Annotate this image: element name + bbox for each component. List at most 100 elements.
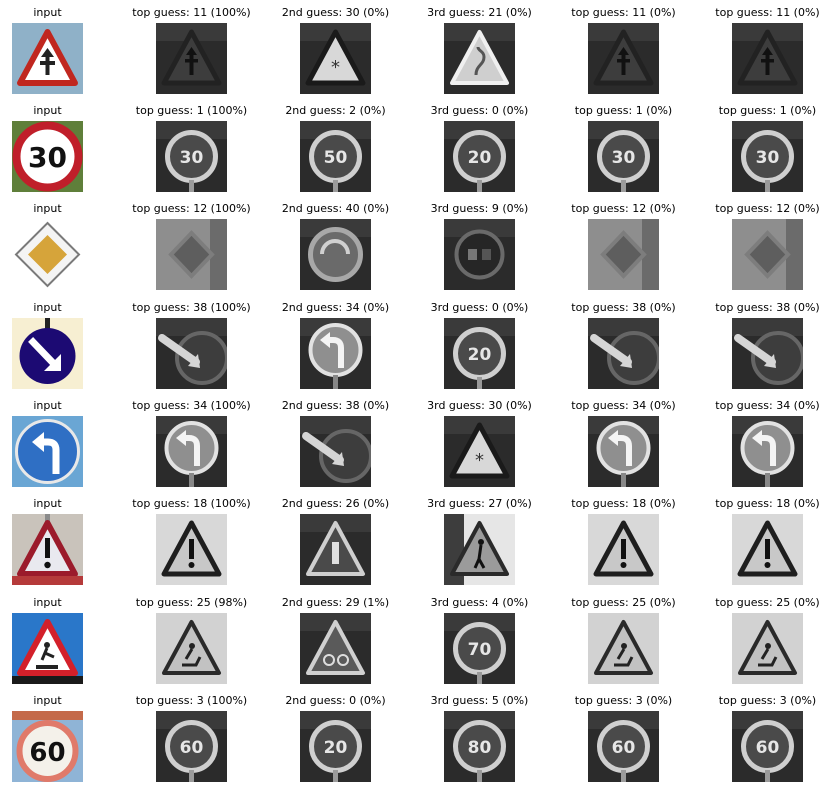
guess-title: top guess: 38 (0%) — [715, 301, 820, 314]
guess-title: 3rd guess: 30 (0%) — [427, 399, 532, 412]
guess-image — [300, 416, 371, 487]
guess-image: * — [300, 23, 371, 94]
input-title: input — [33, 202, 62, 215]
guess-title: top guess: 25 (98%) — [135, 596, 248, 609]
input-cell: input — [0, 202, 119, 294]
guess-cell: top guess: 11 (100%) — [120, 6, 263, 98]
guess-image: 60 — [732, 711, 803, 782]
input-image: 60 — [12, 711, 83, 782]
input-title: input — [33, 399, 62, 412]
guess-cell: 2nd guess: 40 (0%) — [264, 202, 407, 294]
guess-cell: 3rd guess: 0 (0%) 20 — [408, 301, 551, 393]
guess-title: 3rd guess: 4 (0%) — [430, 596, 529, 609]
svg-text:20: 20 — [468, 148, 492, 168]
svg-text:30: 30 — [756, 148, 780, 168]
guess-cell: top guess: 3 (0%) 60 — [552, 694, 695, 786]
guess-cell: 3rd guess: 4 (0%) 70 — [408, 596, 551, 688]
guess-cell: 3rd guess: 27 (0%) — [408, 497, 551, 589]
input-cell: input — [0, 6, 119, 98]
guess-image — [588, 514, 659, 585]
guess-title: top guess: 25 (0%) — [715, 596, 820, 609]
guess-title: 2nd guess: 29 (1%) — [281, 596, 390, 609]
guess-title: top guess: 38 (0%) — [571, 301, 676, 314]
guess-image: 30 — [732, 121, 803, 192]
guess-image — [732, 514, 803, 585]
guess-image — [588, 219, 659, 290]
guess-image: 20 — [300, 711, 371, 782]
guess-cell: 3rd guess: 5 (0%) 80 — [408, 694, 551, 786]
guess-title: top guess: 12 (0%) — [571, 202, 676, 215]
guess-title: 2nd guess: 0 (0%) — [285, 694, 386, 707]
input-cell: input — [0, 497, 119, 589]
guess-cell: top guess: 18 (0%) — [552, 497, 695, 589]
guess-image — [588, 416, 659, 487]
guess-cell: 2nd guess: 2 (0%) 50 — [264, 104, 407, 196]
svg-text:30: 30 — [180, 148, 204, 168]
guess-title: 2nd guess: 26 (0%) — [281, 497, 390, 510]
guess-cell: top guess: 25 (0%) — [696, 596, 832, 688]
svg-text:30: 30 — [28, 141, 67, 174]
guess-cell: 2nd guess: 29 (1%) — [264, 596, 407, 688]
guess-image: 50 — [300, 121, 371, 192]
guess-title: top guess: 11 (0%) — [571, 6, 676, 19]
guess-cell: top guess: 38 (100%) — [120, 301, 263, 393]
guess-title: top guess: 18 (0%) — [571, 497, 676, 510]
guess-cell: top guess: 25 (0%) — [552, 596, 695, 688]
svg-text:60: 60 — [29, 738, 65, 768]
guess-cell: top guess: 12 (0%) — [696, 202, 832, 294]
guess-image — [588, 613, 659, 684]
guess-title: 2nd guess: 34 (0%) — [281, 301, 390, 314]
guess-cell: top guess: 1 (100%) 30 — [120, 104, 263, 196]
guess-cell: top guess: 12 (100%) — [120, 202, 263, 294]
input-cell: input 30 — [0, 104, 119, 196]
guess-image — [156, 416, 227, 487]
guess-cell: top guess: 3 (0%) 60 — [696, 694, 832, 786]
input-title: input — [33, 301, 62, 314]
guess-title: 2nd guess: 30 (0%) — [281, 6, 390, 19]
guess-cell: top guess: 38 (0%) — [552, 301, 695, 393]
guess-cell: 3rd guess: 0 (0%) 20 — [408, 104, 551, 196]
guess-image: * — [444, 416, 515, 487]
guess-image — [444, 23, 515, 94]
guess-image — [300, 219, 371, 290]
guess-title: 3rd guess: 9 (0%) — [430, 202, 529, 215]
input-cell: input — [0, 399, 119, 491]
guess-image — [588, 318, 659, 389]
input-image — [12, 23, 83, 94]
guess-image: 60 — [156, 711, 227, 782]
guess-cell: top guess: 1 (0%) 30 — [552, 104, 695, 196]
input-title: input — [33, 104, 62, 117]
guess-cell: top guess: 34 (0%) — [552, 399, 695, 491]
guess-cell: top guess: 18 (100%) — [120, 497, 263, 589]
guess-cell: top guess: 11 (0%) — [552, 6, 695, 98]
guess-cell: top guess: 12 (0%) — [552, 202, 695, 294]
guess-image — [732, 416, 803, 487]
svg-text:60: 60 — [612, 738, 636, 758]
input-image — [12, 514, 83, 585]
guess-title: 3rd guess: 0 (0%) — [430, 301, 529, 314]
input-image: 30 — [12, 121, 83, 192]
input-image — [12, 416, 83, 487]
guess-cell: 2nd guess: 0 (0%) 20 — [264, 694, 407, 786]
guess-title: 3rd guess: 0 (0%) — [430, 104, 529, 117]
guess-image — [156, 514, 227, 585]
guess-image — [732, 23, 803, 94]
guess-image: 20 — [444, 318, 515, 389]
guess-title: top guess: 1 (0%) — [718, 104, 817, 117]
input-title: input — [33, 596, 62, 609]
guess-title: top guess: 1 (100%) — [135, 104, 248, 117]
guess-cell: 2nd guess: 30 (0%) * — [264, 6, 407, 98]
input-cell: input — [0, 301, 119, 393]
guess-title: top guess: 34 (0%) — [715, 399, 820, 412]
guess-title: top guess: 38 (100%) — [132, 301, 251, 314]
guess-image — [732, 219, 803, 290]
svg-text:70: 70 — [468, 640, 492, 660]
guess-cell: 3rd guess: 21 (0%) — [408, 6, 551, 98]
guess-title: top guess: 11 (100%) — [132, 6, 251, 19]
guess-image — [588, 23, 659, 94]
guess-cell: top guess: 25 (98%) — [120, 596, 263, 688]
guess-cell: 3rd guess: 9 (0%) — [408, 202, 551, 294]
guess-image — [156, 219, 227, 290]
guess-cell: top guess: 38 (0%) — [696, 301, 832, 393]
